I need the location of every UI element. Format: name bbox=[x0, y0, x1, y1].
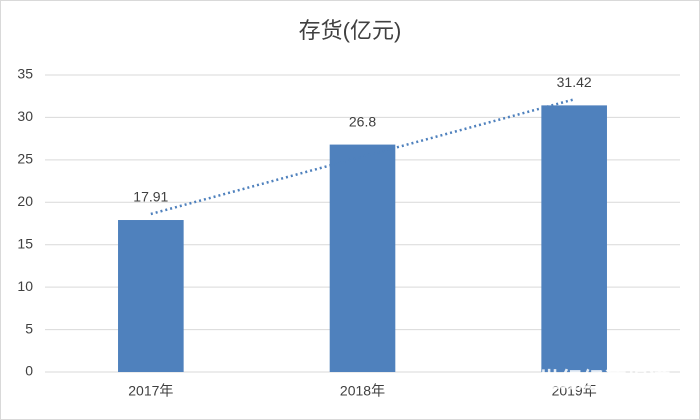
bar bbox=[541, 105, 607, 373]
x-tick-label: 2017年 bbox=[128, 383, 173, 399]
chart-title: 存货(亿元) bbox=[299, 18, 402, 43]
x-tick-label: 2018年 bbox=[340, 383, 385, 399]
bar bbox=[118, 220, 184, 372]
y-tick-label: 5 bbox=[25, 320, 33, 336]
data-label: 26.8 bbox=[349, 113, 376, 129]
y-tick-label: 30 bbox=[17, 108, 33, 124]
y-tick-label: 15 bbox=[17, 235, 33, 251]
data-label: 31.42 bbox=[557, 74, 592, 90]
y-tick-label: 35 bbox=[17, 66, 33, 82]
y-tick-label: 10 bbox=[17, 278, 33, 294]
data-label: 17.91 bbox=[133, 189, 168, 205]
y-tick-label: 20 bbox=[17, 193, 33, 209]
y-tick-label: 0 bbox=[25, 363, 33, 379]
y-tick-label: 25 bbox=[17, 151, 33, 167]
bar bbox=[329, 144, 396, 372]
watermark: 21世纪经济报道 bbox=[514, 368, 670, 393]
trendline bbox=[150, 98, 575, 216]
x-tick-label: 2019年 bbox=[552, 383, 597, 399]
